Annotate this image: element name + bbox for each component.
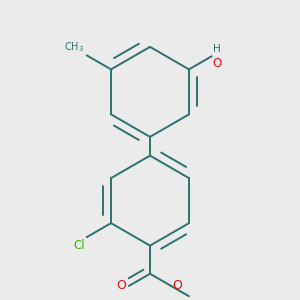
Text: O: O <box>213 57 222 70</box>
Text: CH$_3$: CH$_3$ <box>64 40 84 54</box>
Text: H: H <box>213 44 220 54</box>
Text: O: O <box>116 279 126 292</box>
Text: O: O <box>172 279 182 292</box>
Text: Cl: Cl <box>73 239 85 252</box>
